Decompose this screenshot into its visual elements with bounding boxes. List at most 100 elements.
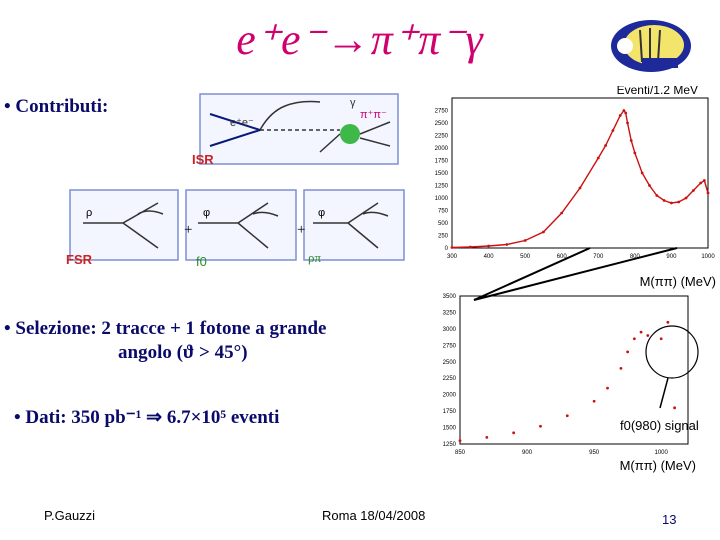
- data-point: [648, 184, 651, 187]
- data-point: [662, 199, 666, 202]
- isr-label: ISR: [192, 152, 214, 167]
- y-tick-label: 1750: [435, 159, 449, 165]
- data-point: [458, 439, 462, 443]
- data-point: [596, 156, 600, 160]
- data-point: [673, 406, 676, 410]
- x-tick-label: 600: [557, 254, 568, 260]
- x-tick-label: 700: [593, 254, 604, 260]
- data-point: [468, 245, 472, 249]
- data-point: [618, 114, 622, 117]
- data-point: [560, 211, 564, 215]
- x-tick-label: 900: [666, 254, 677, 260]
- data-point: [646, 334, 650, 337]
- data-point: [604, 144, 607, 147]
- top-chart: 300 400 500 600 700 800 900 1000 0 250 500 750 1000 1…: [435, 86, 716, 289]
- rhopi-label: ρπ: [308, 250, 322, 265]
- data-point: [611, 129, 615, 132]
- x-tick-label: 300: [447, 254, 458, 260]
- plot-frame: [451, 97, 709, 249]
- f0-label: f0: [196, 254, 207, 269]
- x-tick-label: 1000: [701, 254, 715, 260]
- y-tick-label: 1500: [443, 426, 457, 432]
- data-point: [702, 179, 706, 182]
- x-tick-label: 1000: [654, 450, 668, 456]
- data-point: [684, 196, 688, 200]
- data-point: [578, 186, 582, 190]
- data-point: [659, 337, 663, 341]
- data-point: [619, 366, 623, 370]
- y-tick-label: 1250: [443, 442, 457, 448]
- connector-lines: [473, 247, 678, 301]
- y-tick-label: 2000: [443, 393, 457, 399]
- y-tick-label: 2500: [443, 360, 457, 366]
- data-point: [706, 191, 710, 195]
- x-tick-label: 500: [520, 254, 531, 260]
- y-tick-label: 2250: [443, 376, 457, 382]
- footer-author: P.Gauzzi: [44, 508, 96, 523]
- selezione-bullet: • Selezione: 2 tracce + 1 fotone a grand…: [4, 318, 327, 339]
- data-point: [606, 386, 609, 390]
- svg-text:ρ: ρ: [86, 207, 92, 219]
- y-tick-label: 2750: [435, 109, 449, 115]
- svg-text:e⁺e⁻: e⁺e⁻: [230, 117, 254, 129]
- f0-signal-annotation: f0(980) signal: [620, 418, 699, 433]
- y-tick-label: 250: [438, 234, 449, 240]
- data-point: [626, 350, 630, 354]
- data-point: [640, 171, 644, 175]
- fsr-diagrams: ρ φ φ: [69, 189, 405, 261]
- plot-frame: [459, 295, 689, 445]
- x-tick-label: 900: [522, 450, 533, 456]
- y-tick-label: 3500: [443, 294, 457, 300]
- y-tick-label: 1500: [435, 171, 449, 177]
- y-tick-label: 500: [438, 221, 449, 227]
- data-point: [670, 201, 673, 205]
- x-axis-label: M(ππ) (MeV): [640, 274, 716, 289]
- series-line: [451, 109, 709, 249]
- data-point: [691, 189, 695, 192]
- data-point: [523, 239, 527, 242]
- y-tick-label: 3250: [443, 310, 457, 316]
- selezione-bullet-line2: angolo (ϑ > 45°): [118, 342, 248, 363]
- isr-diagram: e⁺e⁻ π⁺π⁻ γ: [199, 93, 399, 165]
- y-tick-label: 2750: [443, 343, 457, 349]
- data-point: [487, 244, 490, 248]
- y-tick-label: 750: [438, 209, 449, 215]
- annotation-arrow: [659, 377, 669, 409]
- data-point: [485, 436, 489, 439]
- chart-title: Eventi/1.2 MeV: [617, 86, 698, 97]
- data-point: [542, 230, 545, 234]
- contributi-bullet: • Contributi:: [4, 96, 109, 117]
- plus-sign-1: +: [184, 222, 193, 238]
- slide-title: e⁺e⁻→π⁺π⁻γ: [236, 15, 484, 64]
- y-tick-label: 3000: [443, 327, 457, 333]
- data-point: [622, 109, 626, 112]
- kloe-logo: [611, 20, 691, 72]
- svg-text:π⁺π⁻: π⁺π⁻: [360, 109, 387, 121]
- dati-bullet: • Dati: 350 pb⁻¹ ⇒ 6.7×10⁵ eventi: [14, 407, 280, 428]
- x-tick-label: 800: [630, 254, 641, 260]
- signal-highlight-circle: [645, 325, 699, 379]
- y-tick-label: 2000: [435, 146, 449, 152]
- y-tick-label: 0: [445, 246, 449, 252]
- data-point: [666, 320, 670, 324]
- data-point: [655, 194, 659, 197]
- data-point: [505, 243, 509, 246]
- svg-text:φ: φ: [203, 207, 210, 219]
- fsr-label: FSR: [66, 252, 92, 267]
- data-point: [677, 200, 681, 204]
- x-tick-label: 850: [455, 450, 466, 456]
- x-tick-label: 950: [589, 450, 600, 456]
- data-point: [633, 151, 637, 155]
- y-tick-label: 1000: [435, 196, 449, 202]
- data-point: [512, 431, 516, 435]
- footer-date: Roma 18/04/2008: [322, 508, 426, 523]
- y-tick-label: 2250: [435, 134, 449, 140]
- plus-sign-2: +: [297, 222, 306, 238]
- data-point: [699, 181, 703, 185]
- data-point: [565, 414, 569, 418]
- data-point: [626, 121, 629, 125]
- x-axis-label: M(ππ) (MeV): [620, 458, 696, 473]
- page-number: 13: [662, 512, 677, 527]
- data-point: [632, 337, 636, 341]
- data-point: [450, 246, 454, 249]
